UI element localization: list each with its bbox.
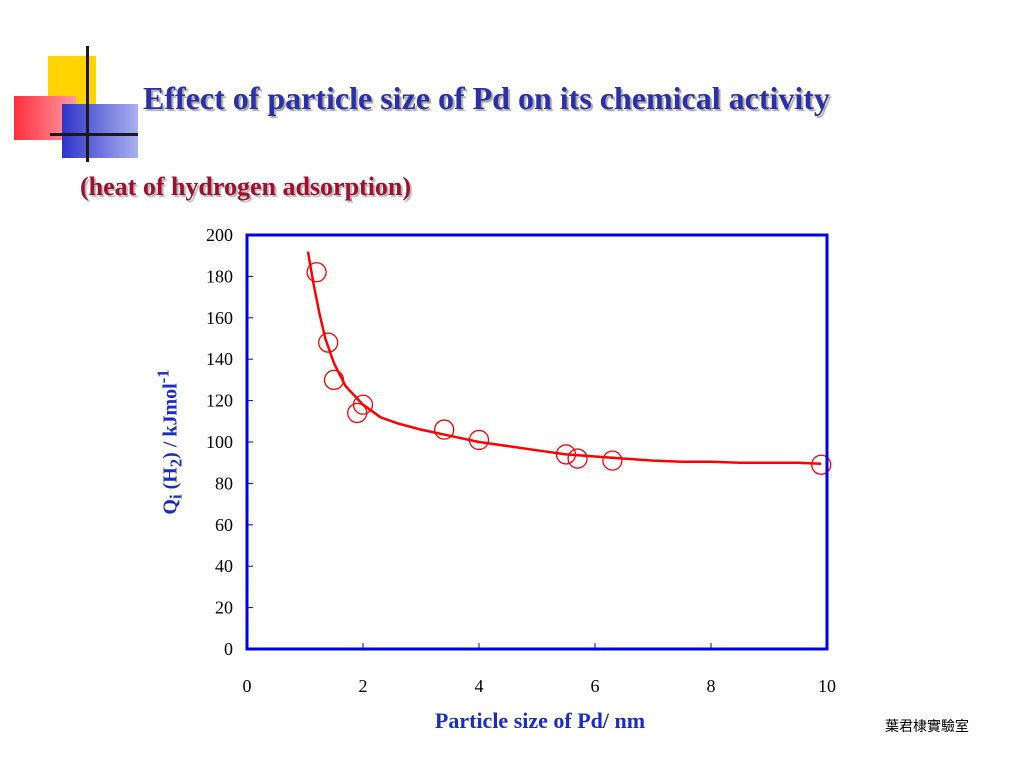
y-tick-label: 20 [215, 598, 233, 618]
y-axis-label: Qi (H2) / kJmol-1 [153, 369, 186, 515]
lab-name: 葉君棣實驗室 [885, 719, 969, 735]
y-tick-label: 160 [206, 308, 233, 328]
data-point [434, 419, 455, 440]
page-subtitle: (heat of hydrogen adsorption) [80, 172, 412, 201]
y-tick-label: 140 [206, 349, 233, 369]
y-tick-label: 200 [206, 225, 233, 245]
fit-curve [306, 251, 822, 465]
data-point [602, 450, 623, 471]
y-tick-label: 80 [215, 473, 233, 493]
data-point [567, 448, 588, 469]
y-tick-label: 180 [206, 266, 233, 286]
x-axis-label: Particle size of Pd/ nm [434, 708, 646, 733]
x-tick-label: 4 [475, 676, 484, 696]
data-point [323, 369, 345, 391]
data-point [811, 454, 832, 475]
y-tick-label: 40 [215, 556, 233, 576]
decorative-logo [0, 0, 150, 170]
x-tick-label: 0 [243, 676, 252, 696]
plot-frame [245, 233, 829, 651]
page-title: Effect of particle size of Pd on its che… [143, 80, 830, 116]
y-tick-label: 100 [206, 432, 233, 452]
x-tick-label: 6 [591, 676, 600, 696]
y-tick-label: 60 [215, 515, 233, 535]
y-tick-label: 0 [224, 639, 233, 659]
x-tick-label: 8 [707, 676, 716, 696]
data-point [555, 444, 577, 465]
x-tick-label: 2 [359, 676, 368, 696]
data-point [352, 394, 374, 415]
data-point [306, 262, 327, 283]
data-point [318, 332, 339, 353]
data-point [468, 429, 490, 451]
y-tick-label: 120 [206, 391, 233, 411]
x-tick-label: 10 [818, 676, 836, 696]
